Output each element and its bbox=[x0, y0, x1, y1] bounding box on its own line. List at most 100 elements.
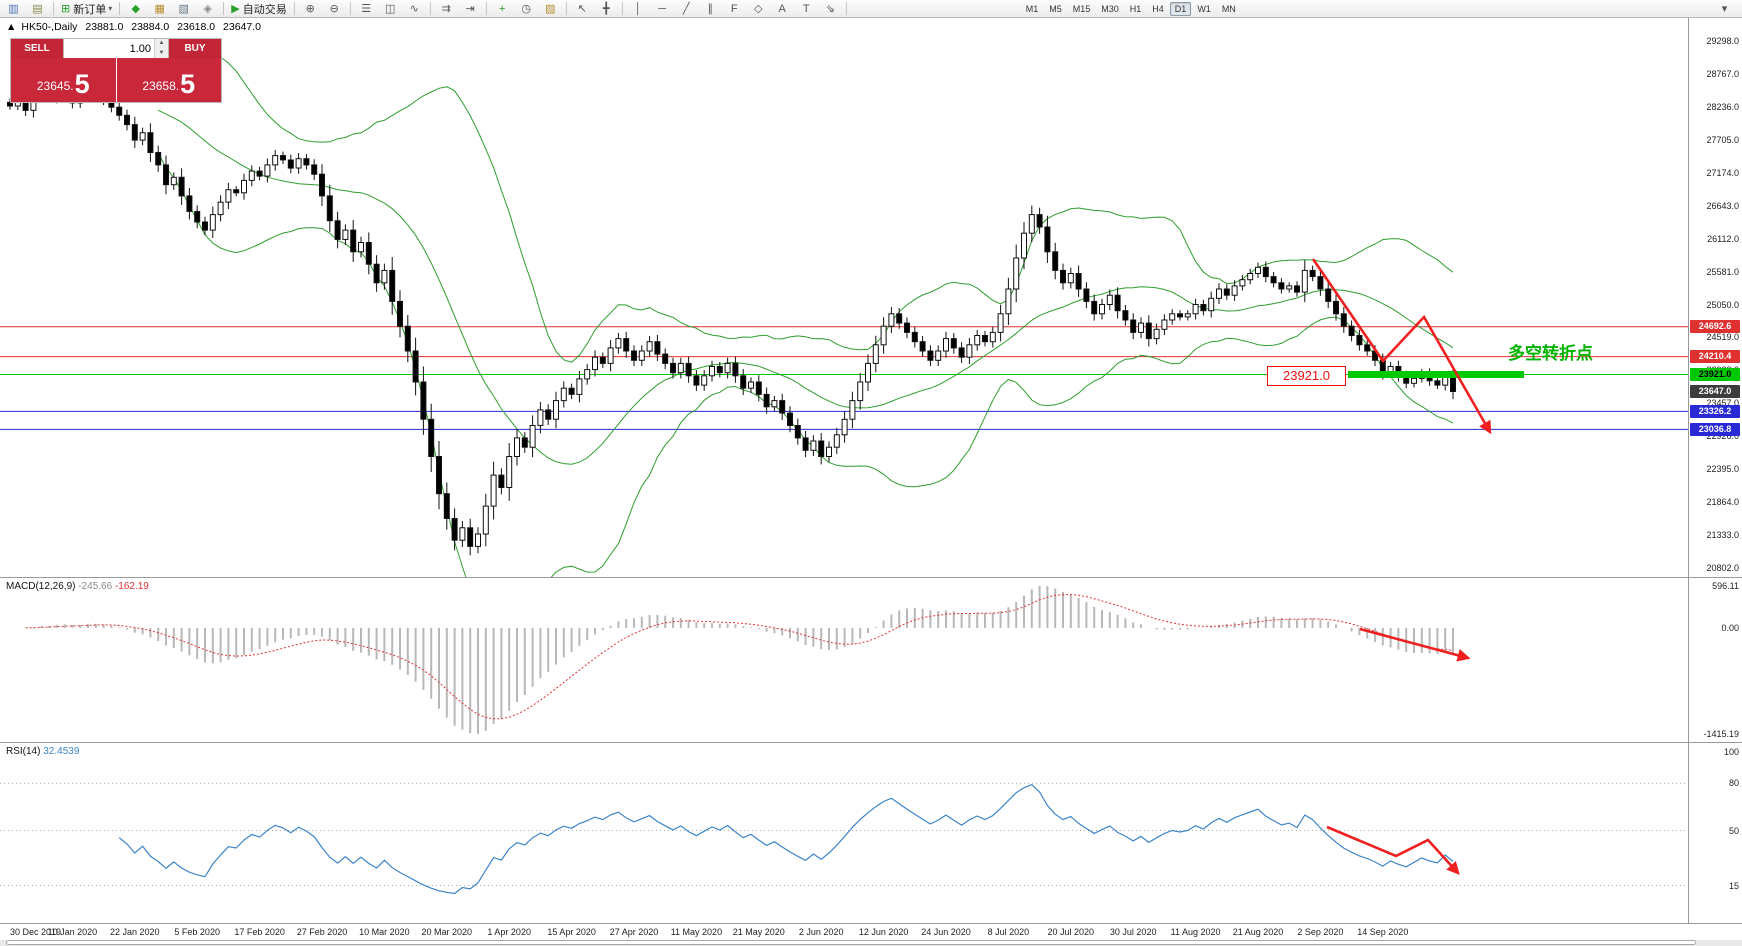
volume-input[interactable] bbox=[64, 39, 154, 58]
volume-increase-button[interactable]: ▲ bbox=[155, 39, 168, 49]
collapse-marker[interactable]: ▲ bbox=[6, 21, 17, 33]
price-tick-label: 29298.0 bbox=[1706, 36, 1739, 46]
date-label: 30 Jul 2020 bbox=[1109, 927, 1157, 937]
toolbar-overflow-button[interactable]: ▾ bbox=[1721, 3, 1728, 15]
rsi-arrow-annotation[interactable] bbox=[1326, 825, 1460, 875]
date-label: 2 Jun 2020 bbox=[798, 927, 844, 937]
timeframe-mn-button[interactable]: MN bbox=[1221, 3, 1236, 14]
cursor-button[interactable]: ↖ bbox=[571, 0, 594, 18]
zoom-out-button[interactable]: ⊖ bbox=[323, 0, 346, 18]
panel-separator[interactable] bbox=[0, 577, 1742, 578]
macd-arrow-annotation[interactable] bbox=[1359, 627, 1471, 662]
macd-tick-label: -1415.19 bbox=[1703, 729, 1739, 739]
date-label: 14 Sep 2020 bbox=[1357, 927, 1409, 937]
timeframe-h4-button[interactable]: H4 bbox=[1152, 3, 1164, 14]
navigator-button[interactable]: ◈ bbox=[196, 0, 219, 18]
metaquotes-community-button[interactable]: ◆ bbox=[124, 0, 147, 18]
macd-main-value: -245.66 bbox=[78, 581, 113, 592]
toolbar-separator bbox=[223, 2, 225, 15]
main-price-chart[interactable] bbox=[0, 18, 1688, 577]
timeframe-w1-button[interactable]: W1 bbox=[1197, 3, 1211, 14]
price-tick-label: 23457.0 bbox=[1706, 398, 1739, 409]
market-watch-button[interactable]: ▦ bbox=[148, 0, 171, 18]
trend-arrow-annotation[interactable] bbox=[1311, 258, 1492, 435]
new-order-button[interactable]: ⊞ 新订单 ▾ bbox=[58, 0, 115, 18]
sell-price-tile[interactable]: 23645. 5 bbox=[11, 58, 116, 102]
auto-scroll-button[interactable]: ⇉ bbox=[435, 0, 458, 18]
timeframe-d1-button[interactable]: D1 bbox=[1169, 1, 1192, 16]
date-label: 21 Aug 2020 bbox=[1232, 927, 1284, 937]
date-label: 30 Dec 2019 bbox=[10, 927, 62, 937]
fibonacci-button[interactable]: F bbox=[723, 0, 746, 18]
buy-price-tile[interactable]: 23658. 5 bbox=[116, 58, 221, 102]
timeframe-m1-button[interactable]: M1 bbox=[1025, 3, 1039, 14]
autotrading-button[interactable]: ▶ 自动交易 bbox=[228, 0, 289, 18]
toolbar-separator bbox=[119, 2, 121, 15]
timeframe-h1-button[interactable]: H1 bbox=[1129, 3, 1142, 14]
price-tick-label: 24519.0 bbox=[1706, 332, 1739, 343]
vertical-line-button[interactable]: │ bbox=[627, 0, 650, 18]
pivot-highlight-bar[interactable] bbox=[1348, 371, 1524, 378]
macd-histogram bbox=[24, 586, 1454, 734]
profiles-button[interactable]: ▤ bbox=[26, 0, 49, 18]
arrows-icon: ⇘ bbox=[825, 2, 835, 15]
high-value: 23884.0 bbox=[131, 21, 170, 33]
date-label: 2 Sep 2020 bbox=[1297, 927, 1344, 937]
new-chart-button[interactable]: ▥ bbox=[2, 0, 25, 18]
shapes-icon: ◇ bbox=[753, 2, 763, 15]
fibonacci-icon: F bbox=[730, 2, 738, 15]
zoom-in-button[interactable]: ⊕ bbox=[299, 0, 322, 18]
macd-indicator-panel[interactable] bbox=[0, 578, 1688, 742]
autotrading-icon: ▶ bbox=[231, 2, 240, 15]
date-label: 11 May 2020 bbox=[670, 927, 723, 937]
close-value: 23647.0 bbox=[223, 21, 261, 33]
buy-button[interactable]: BUY bbox=[169, 39, 221, 58]
label-button[interactable]: T bbox=[795, 0, 818, 18]
periods-button[interactable]: ◷ bbox=[515, 0, 538, 18]
pivot-price-label[interactable]: 23921.0 bbox=[1267, 366, 1346, 386]
line-chart-icon: ∿ bbox=[409, 2, 419, 15]
bar-chart-button[interactable]: ☰ bbox=[355, 0, 378, 18]
arrows-button[interactable]: ⇘ bbox=[819, 0, 842, 18]
sell-price-big: 5 bbox=[74, 69, 90, 99]
date-label: 27 Apr 2020 bbox=[609, 927, 659, 937]
price-tick-label: 22926.0 bbox=[1706, 431, 1739, 442]
toolbar-separator bbox=[429, 2, 431, 15]
new-order-icon: ⊞ bbox=[61, 2, 71, 15]
toolbar-separator bbox=[845, 2, 847, 15]
pivot-annotation-text[interactable]: 多空转折点 bbox=[1508, 344, 1593, 363]
shapes-button[interactable]: ◇ bbox=[747, 0, 770, 18]
crosshair-button[interactable]: ╋ bbox=[595, 0, 618, 18]
line-chart-button[interactable]: ∿ bbox=[403, 0, 426, 18]
volume-decrease-button[interactable]: ▼ bbox=[155, 48, 168, 58]
data-window-button[interactable]: ▧ bbox=[172, 0, 195, 18]
chart-shift-button[interactable]: ⇥ bbox=[459, 0, 482, 18]
new-order-button-caret[interactable]: ▾ bbox=[108, 4, 113, 13]
price-chip-23326.2: 23326.2 bbox=[1690, 404, 1740, 418]
indicators-icon: + bbox=[498, 2, 506, 15]
scrollbar-thumb[interactable] bbox=[6, 940, 1696, 945]
date-label: 12 Jun 2020 bbox=[858, 927, 909, 937]
date-label: 22 Jan 2020 bbox=[110, 927, 160, 937]
panel-separator[interactable] bbox=[0, 742, 1742, 743]
timeframe-m5-button[interactable]: M5 bbox=[1049, 3, 1062, 14]
horizontal-scrollbar[interactable] bbox=[0, 940, 1742, 946]
text-button[interactable]: A bbox=[771, 0, 794, 18]
sell-button[interactable]: SELL bbox=[11, 39, 63, 58]
timeframe-m30-button[interactable]: M30 bbox=[1101, 3, 1119, 14]
horizontal-line-button[interactable]: ─ bbox=[651, 0, 674, 18]
price-tick-label: 25581.0 bbox=[1706, 266, 1739, 277]
crosshair-icon: ╋ bbox=[602, 2, 610, 15]
templates-button[interactable]: ▨ bbox=[539, 0, 562, 18]
rsi-indicator-panel[interactable] bbox=[0, 743, 1688, 923]
date-label: 20 Jul 2020 bbox=[1047, 927, 1095, 937]
price-chip-23921.0: 23921.0 bbox=[1690, 368, 1740, 381]
channel-icon: ∥ bbox=[707, 2, 713, 15]
channel-button[interactable]: ∥ bbox=[699, 0, 722, 18]
indicators-button[interactable]: + bbox=[491, 0, 514, 18]
timeframe-m15-button[interactable]: M15 bbox=[1072, 3, 1091, 14]
rsi-tick-label: 80 bbox=[1728, 778, 1739, 789]
candlestick-chart-button[interactable]: ◫ bbox=[379, 0, 402, 18]
trendline-button[interactable]: ╱ bbox=[675, 0, 698, 18]
text-icon: A bbox=[778, 2, 786, 15]
